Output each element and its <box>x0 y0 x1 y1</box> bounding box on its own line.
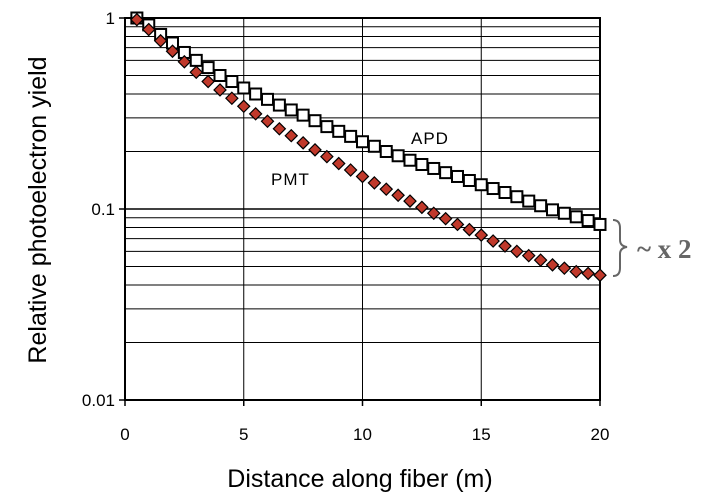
apd-point <box>462 173 476 187</box>
y-tick-label: 0.01 <box>82 391 115 410</box>
apd-point <box>593 217 607 231</box>
pmt-point <box>486 234 500 248</box>
pmt-point <box>189 65 204 80</box>
pmt-point <box>248 106 263 121</box>
pmt-point <box>391 188 405 203</box>
apd-point <box>367 139 381 153</box>
pmt-point <box>462 222 477 237</box>
x-axis-title: Distance along fiber (m) <box>227 465 492 493</box>
pmt-point <box>533 253 548 267</box>
apd-point <box>439 166 453 180</box>
gridlines <box>124 18 601 401</box>
apd-point <box>308 114 322 128</box>
y-tick-label: 1 <box>106 9 115 28</box>
pmt-point <box>557 261 572 276</box>
x-axis-ticks: 0 5 10 15 20 <box>120 400 609 444</box>
pmt-point <box>545 258 560 272</box>
apd-point <box>427 161 441 175</box>
pmt-point <box>153 33 168 48</box>
apd-point <box>510 190 524 204</box>
apd-point <box>557 206 571 220</box>
apd-point <box>498 186 512 200</box>
pmt-point <box>308 143 322 157</box>
pmt-point <box>213 83 227 97</box>
apd-point <box>534 199 548 213</box>
apd-point <box>403 153 417 167</box>
apd-point <box>391 149 405 163</box>
y-axis-ticks: 0.01 0.1 1 <box>82 9 125 410</box>
pmt-point <box>165 44 180 59</box>
apd-point <box>189 53 203 67</box>
pmt-point <box>284 128 299 143</box>
pmt-point <box>367 176 382 190</box>
y-axis-title: Relative photoelectron yield <box>24 56 52 363</box>
pmt-point <box>521 248 536 263</box>
pmt-point <box>569 264 584 279</box>
apd-point <box>261 92 274 106</box>
pmt-point <box>581 266 595 281</box>
pmt-label: PMT <box>271 170 310 189</box>
apd-point <box>284 103 298 117</box>
apd-point <box>451 169 464 183</box>
pmt-point <box>510 244 524 259</box>
pmt-point <box>296 135 310 150</box>
series-pmt <box>130 12 607 283</box>
pmt-point <box>450 217 465 232</box>
apd-label: APD <box>411 129 449 148</box>
pmt-point <box>225 91 239 106</box>
apd-point <box>272 98 286 112</box>
apd-point <box>546 203 559 217</box>
pmt-point <box>355 169 370 184</box>
x-tick-label: 5 <box>239 425 248 444</box>
apd-point <box>356 135 369 149</box>
pmt-point <box>593 268 607 283</box>
pmt-point <box>260 114 275 129</box>
apd-point <box>474 178 488 192</box>
y-tick-label: 0.1 <box>91 200 115 219</box>
pmt-point <box>415 200 429 215</box>
pmt-point <box>426 206 441 221</box>
pmt-point <box>272 121 287 136</box>
apd-point <box>237 81 251 95</box>
ratio-annotation: ~ x 2 <box>637 234 692 264</box>
apd-point <box>213 68 227 82</box>
apd-point <box>201 61 215 75</box>
pmt-point <box>236 99 251 114</box>
apd-point <box>379 145 393 159</box>
pmt-point <box>130 12 144 27</box>
apd-point <box>344 129 358 143</box>
apd-point <box>296 108 310 122</box>
apd-point <box>522 194 536 208</box>
pmt-point <box>331 156 346 171</box>
pmt-point <box>141 22 156 37</box>
pmt-point <box>403 194 417 208</box>
apd-point <box>249 87 263 101</box>
pmt-point <box>438 211 453 226</box>
pmt-point <box>177 54 192 69</box>
apd-point <box>320 120 334 134</box>
apd-point <box>415 157 429 171</box>
apd-point <box>581 214 595 228</box>
pmt-point <box>498 239 512 253</box>
x-tick-label: 10 <box>353 425 372 444</box>
pmt-point <box>343 163 358 177</box>
pmt-point <box>379 182 394 197</box>
x-tick-label: 15 <box>472 425 491 444</box>
apd-point <box>332 124 346 138</box>
ratio-bracket <box>612 219 628 277</box>
apd-point <box>225 75 239 89</box>
apd-point <box>486 182 500 196</box>
pmt-point <box>201 74 215 89</box>
x-tick-label: 0 <box>120 425 129 444</box>
apd-point <box>569 210 583 224</box>
pmt-point <box>320 149 334 164</box>
pmt-point <box>474 228 489 242</box>
x-tick-label: 20 <box>591 425 610 444</box>
